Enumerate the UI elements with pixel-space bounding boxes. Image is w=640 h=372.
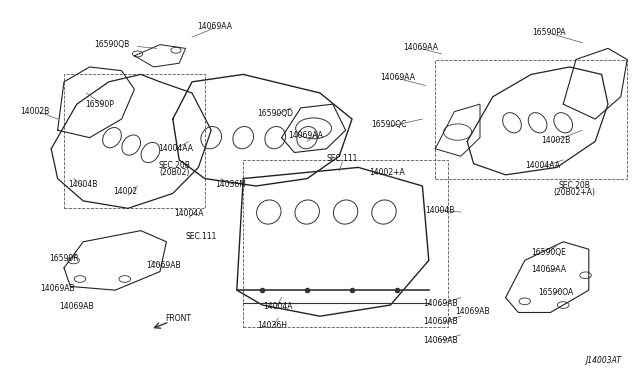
Text: 16590QD: 16590QD — [257, 109, 293, 118]
Text: SEC.111: SEC.111 — [326, 154, 358, 163]
Text: 16590QB: 16590QB — [94, 40, 130, 49]
Text: (20B02): (20B02) — [159, 169, 190, 177]
Text: 16590OA: 16590OA — [538, 288, 573, 296]
Text: 16590R: 16590R — [49, 254, 79, 263]
Text: 14004AA: 14004AA — [159, 144, 193, 153]
Text: J14003AT: J14003AT — [585, 356, 621, 365]
Text: 14002B: 14002B — [541, 136, 570, 145]
Bar — [243, 160, 448, 327]
Text: 14002B: 14002B — [20, 107, 50, 116]
Text: 14069AA: 14069AA — [289, 131, 323, 140]
Text: 16590P: 16590P — [84, 100, 114, 109]
Text: 14004B: 14004B — [68, 180, 98, 189]
Text: 14069AB: 14069AB — [423, 317, 458, 326]
Text: 14004A: 14004A — [264, 302, 293, 311]
Bar — [435, 60, 627, 179]
Text: 14069AB: 14069AB — [60, 302, 94, 311]
Text: 16590QC: 16590QC — [371, 120, 407, 129]
Text: SEC.111: SEC.111 — [186, 232, 218, 241]
Text: 14069AA: 14069AA — [197, 22, 232, 31]
Text: 14069AB: 14069AB — [146, 262, 180, 270]
Text: 14069AB: 14069AB — [455, 307, 490, 316]
Text: 14004B: 14004B — [426, 206, 455, 215]
Text: 14069AB: 14069AB — [40, 284, 75, 293]
Text: 14002: 14002 — [113, 187, 137, 196]
Text: 14069AA: 14069AA — [532, 265, 566, 274]
Text: 14002+A: 14002+A — [369, 169, 405, 177]
Bar — [64, 74, 205, 208]
Text: SEC.20B: SEC.20B — [159, 161, 191, 170]
Text: 14036H: 14036H — [257, 321, 287, 330]
Text: 16590PA: 16590PA — [532, 28, 566, 37]
Text: 14069AA: 14069AA — [404, 43, 438, 52]
Text: 14069AB: 14069AB — [423, 336, 458, 345]
Text: 14036M: 14036M — [215, 180, 246, 189]
Text: FRONT: FRONT — [165, 314, 191, 323]
Text: 16590QE: 16590QE — [532, 248, 566, 257]
Text: 14069AA: 14069AA — [381, 73, 415, 82]
Text: 14069AB: 14069AB — [423, 299, 458, 308]
Text: (20B02+A): (20B02+A) — [554, 188, 596, 197]
Text: SEC.20B: SEC.20B — [559, 181, 591, 190]
Text: 14004A: 14004A — [174, 209, 204, 218]
Text: 14004AA: 14004AA — [525, 161, 560, 170]
